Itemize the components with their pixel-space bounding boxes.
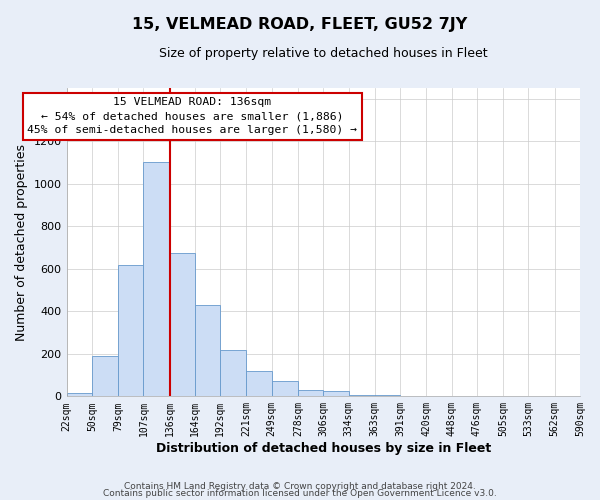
Bar — [247, 371, 272, 396]
Text: Contains HM Land Registry data © Crown copyright and database right 2024.: Contains HM Land Registry data © Crown c… — [124, 482, 476, 491]
Bar — [272, 382, 298, 396]
Text: 15 VELMEAD ROAD: 136sqm
← 54% of detached houses are smaller (1,886)
45% of semi: 15 VELMEAD ROAD: 136sqm ← 54% of detache… — [28, 98, 358, 136]
Bar — [220, 350, 247, 397]
Text: 15, VELMEAD ROAD, FLEET, GU52 7JY: 15, VELMEAD ROAD, FLEET, GU52 7JY — [133, 18, 467, 32]
Title: Size of property relative to detached houses in Fleet: Size of property relative to detached ho… — [159, 48, 488, 60]
X-axis label: Distribution of detached houses by size in Fleet: Distribution of detached houses by size … — [155, 442, 491, 455]
Bar — [67, 393, 92, 396]
Bar — [92, 356, 118, 397]
Bar — [323, 391, 349, 396]
Bar — [170, 253, 195, 396]
Text: Contains public sector information licensed under the Open Government Licence v3: Contains public sector information licen… — [103, 489, 497, 498]
Bar — [195, 305, 220, 396]
Bar — [118, 264, 143, 396]
Bar — [298, 390, 323, 396]
Y-axis label: Number of detached properties: Number of detached properties — [15, 144, 28, 340]
Bar — [143, 162, 170, 396]
